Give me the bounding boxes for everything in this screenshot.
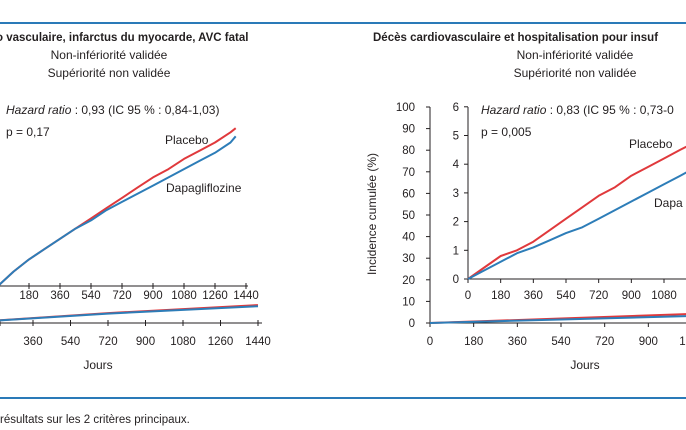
left-inset-x-tick-label: 360 [50, 290, 69, 302]
right-full-x-tick-label: 180 [464, 336, 483, 348]
left-full-x-tick-label: 720 [98, 336, 117, 348]
left-full-x-tick-label: 1260 [208, 336, 234, 348]
right-full-y-tick-label: 80 [402, 145, 415, 157]
left-full-x-tick-label: 1440 [245, 336, 271, 348]
right-inset-x-tick-label: 540 [556, 290, 575, 302]
left-subtitle-superiority: Supériorité non validée [47, 66, 171, 80]
right-subtitle-noninferiority: Non-infériorité validée [516, 48, 634, 62]
right-inset-y-tick-label: 6 [453, 102, 459, 114]
bottom-frame-line [0, 397, 686, 399]
left-hr-value: : 0,93 (IC 95 % : 0,84-1,03) [71, 103, 220, 117]
left-hr-label: Hazard ratio [6, 103, 72, 117]
right-full-y-tick-label: 60 [402, 188, 415, 200]
right-full-x-tick-label: 720 [595, 336, 614, 348]
right-inset-dapa-line [467, 171, 686, 280]
left-subtitle-noninferiority: Non-infériorité validée [50, 48, 168, 62]
left-full-x-tick-label: 900 [136, 336, 155, 348]
left-chart-title: o vasculaire, infarctus du myocarde, AVC… [0, 32, 249, 44]
left-inset-x-tick-label: 180 [19, 290, 38, 302]
right-inset-y-tick-label: 2 [453, 217, 459, 229]
figure-caption: résultats sur les 2 critères principaux. [0, 414, 190, 426]
left-inset-dapagliflozine-line [0, 135, 237, 286]
right-full-y-tick-label: 40 [402, 232, 415, 244]
right-full-y-tick-label: 70 [402, 167, 415, 179]
left-full-x-tick-label: 540 [61, 336, 80, 348]
left-inset-x-tick-label: 720 [112, 290, 131, 302]
left-inset-x-tick-label: 1260 [202, 290, 228, 302]
right-series-label-dapa: Dapa [654, 196, 683, 210]
right-chart-title: Décès cardiovasculaire et hospitalisatio… [373, 32, 659, 44]
right-x-axis-label: Jours [570, 358, 600, 372]
right-inset-x-tick-label: 360 [524, 290, 543, 302]
right-full-y-tick-label: 10 [402, 296, 415, 308]
right-inset-x-tick-label: 1080 [651, 290, 677, 302]
right-pvalue: p = 0,005 [481, 125, 532, 139]
right-full-x-tick-label: 900 [639, 336, 658, 348]
right-full-y-tick-label: 100 [396, 102, 415, 114]
right-series-label-placebo: Placebo [629, 137, 673, 151]
right-full-y-tick-label: 20 [402, 275, 415, 287]
right-full-x-tick-label: 1080 [679, 336, 686, 348]
right-inset-placebo-line [467, 145, 686, 280]
right-inset-y-tick-label: 5 [453, 131, 459, 143]
left-inset-placebo-line [0, 127, 237, 286]
left-inset-x-tick-label: 540 [81, 290, 100, 302]
right-full-y-tick-label: 0 [409, 318, 415, 330]
left-inset-x-tick-label: 1440 [233, 290, 259, 302]
right-inset-y-tick-label: 4 [453, 159, 460, 171]
right-hazard-ratio: Hazard ratio : 0,83 (IC 95 % : 0,73-0 [481, 103, 674, 117]
left-full-x-tick-label: 360 [23, 336, 42, 348]
right-hr-value: : 0,83 (IC 95 % : 0,73-0 [546, 103, 674, 117]
right-inset-x-tick-label: 180 [491, 290, 510, 302]
right-full-x-tick-label: 360 [508, 336, 527, 348]
left-pvalue: p = 0,17 [6, 125, 50, 139]
right-inset-x-tick-label: 0 [465, 290, 471, 302]
right-subtitle-superiority: Supériorité non validée [513, 66, 637, 80]
right-full-x-tick-label: 0 [427, 336, 433, 348]
right-full-y-tick-label: 30 [402, 253, 415, 265]
right-hr-label: Hazard ratio [481, 103, 547, 117]
left-full-dapagliflozine-line [0, 305, 259, 322]
right-full-x-tick-label: 540 [551, 336, 570, 348]
top-frame-line [0, 22, 686, 24]
left-x-axis-label: Jours [83, 358, 113, 372]
left-series-label-dapagliflozine: Dapagliflozine [166, 181, 242, 195]
left-inset-x-tick-label: 900 [143, 290, 162, 302]
right-inset-y-tick-label: 3 [453, 188, 459, 200]
right-inset-y-tick-label: 0 [453, 274, 459, 286]
right-inset-y-tick-label: 1 [453, 245, 459, 257]
left-hazard-ratio: Hazard ratio : 0,93 (IC 95 % : 0,84-1,03… [6, 103, 219, 117]
right-full-y-tick-label: 90 [402, 124, 415, 136]
right-inset-x-tick-label: 900 [622, 290, 641, 302]
right-full-dapa-line [429, 315, 686, 324]
left-inset-x-tick-label: 1080 [171, 290, 197, 302]
left-series-label-placebo: Placebo [165, 133, 209, 147]
left-full-x-tick-label: 1080 [170, 336, 196, 348]
right-inset-x-tick-label: 720 [589, 290, 608, 302]
right-full-y-tick-label: 50 [402, 210, 415, 222]
